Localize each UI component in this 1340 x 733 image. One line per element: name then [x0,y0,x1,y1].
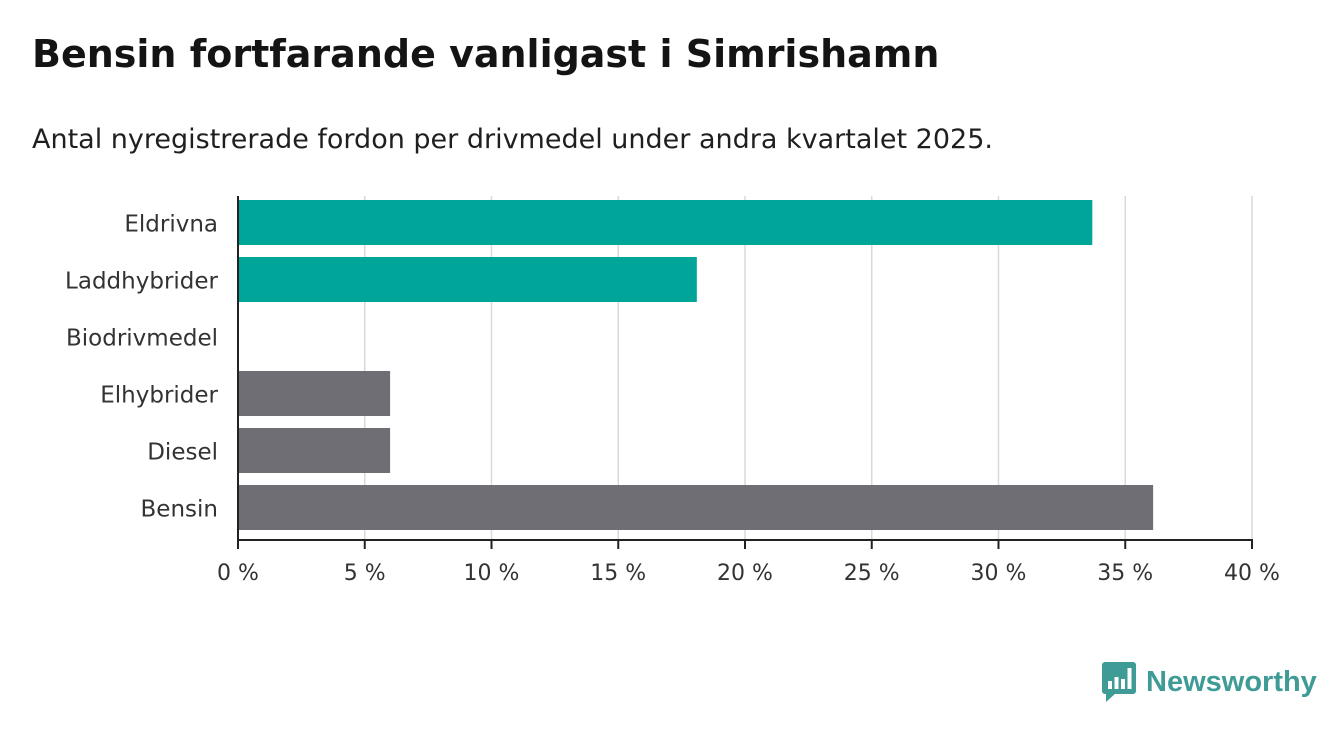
x-tick-label: 0 % [217,561,259,586]
newsworthy-chart-icon [1102,662,1136,702]
x-tick-label: 25 % [844,561,900,586]
category-label: Elhybrider [100,383,218,409]
newsworthy-logo: Newsworthy [1102,662,1317,702]
chart-subtitle: Antal nyregistrerade fordon per drivmede… [32,124,993,155]
chart-title: Bensin fortfarande vanligast i Simrisham… [32,32,940,76]
x-tick-label: 10 % [464,561,520,586]
bar-elhybrider [238,371,391,416]
bar-bensin [238,485,1154,530]
x-tick-label: 20 % [717,561,773,586]
category-label: Laddhybrider [65,269,218,295]
x-tick-label: 30 % [971,561,1027,586]
logo-text: Newsworthy [1146,665,1317,698]
x-tick-label: 40 % [1224,561,1280,586]
category-label: Bensin [141,497,218,523]
x-tick-label: 5 % [344,561,386,586]
x-tick-label: 35 % [1097,561,1153,586]
category-label: Diesel [147,440,218,466]
x-tick-label: 15 % [590,561,646,586]
bar-eldrivna [238,200,1093,245]
category-label: Eldrivna [124,212,218,238]
category-label: Biodrivmedel [66,326,218,352]
bar-laddhybrider [238,257,697,302]
bar-diesel [238,428,391,473]
